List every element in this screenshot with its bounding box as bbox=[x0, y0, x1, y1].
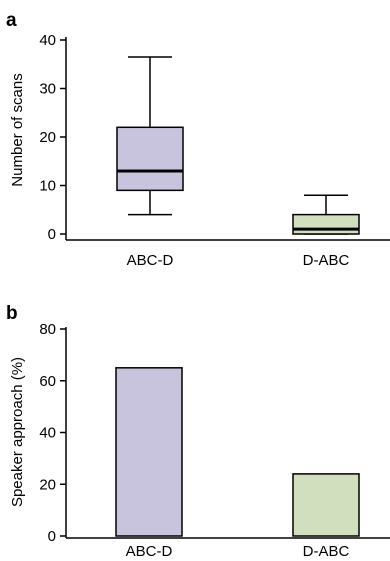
panel-b-category-label: D-ABC bbox=[303, 543, 350, 560]
panel-b-y-tick-label: 60 bbox=[39, 373, 56, 390]
panel-a-y-tick-label: 0 bbox=[48, 226, 56, 243]
panel-a-y-tick-label: 30 bbox=[39, 81, 56, 98]
panel-a-y-tick-label: 20 bbox=[39, 129, 56, 146]
panel-b-category-label: ABC-D bbox=[126, 543, 173, 560]
panel-a-y-tick-label: 10 bbox=[39, 178, 56, 195]
bar-d-abc bbox=[292, 473, 360, 537]
box-abc-d bbox=[116, 56, 184, 216]
panel-a-y-tick-label: 40 bbox=[39, 32, 56, 49]
panel-b-y-tick-label: 0 bbox=[48, 528, 56, 545]
panel-b-y-tick-label: 80 bbox=[39, 321, 56, 338]
box-d-abc bbox=[292, 194, 360, 235]
panel-a-category-label: ABC-D bbox=[127, 252, 174, 269]
panel-b-y-tick-label: 20 bbox=[39, 476, 56, 493]
bar-abc-d bbox=[115, 367, 183, 537]
panel-a: a Number of scans 0 10 20 30 40 ABC-D D-ABC bbox=[6, 10, 390, 269]
panel-b-letter: b bbox=[6, 303, 18, 324]
box-iqr bbox=[292, 213, 360, 235]
panel-a-letter: a bbox=[6, 10, 17, 31]
panel-a-category-label: D-ABC bbox=[303, 252, 350, 269]
panel-b-y-tick-label: 40 bbox=[39, 425, 56, 442]
panel-b-y-axis-label: Speaker approach (%) bbox=[9, 357, 26, 507]
box-iqr bbox=[116, 126, 184, 192]
panel-b: b Speaker approach (%) 0 20 40 60 80 ABC-D D-… bbox=[6, 303, 390, 560]
panel-a-y-axis-label: Number of scans bbox=[9, 73, 26, 186]
